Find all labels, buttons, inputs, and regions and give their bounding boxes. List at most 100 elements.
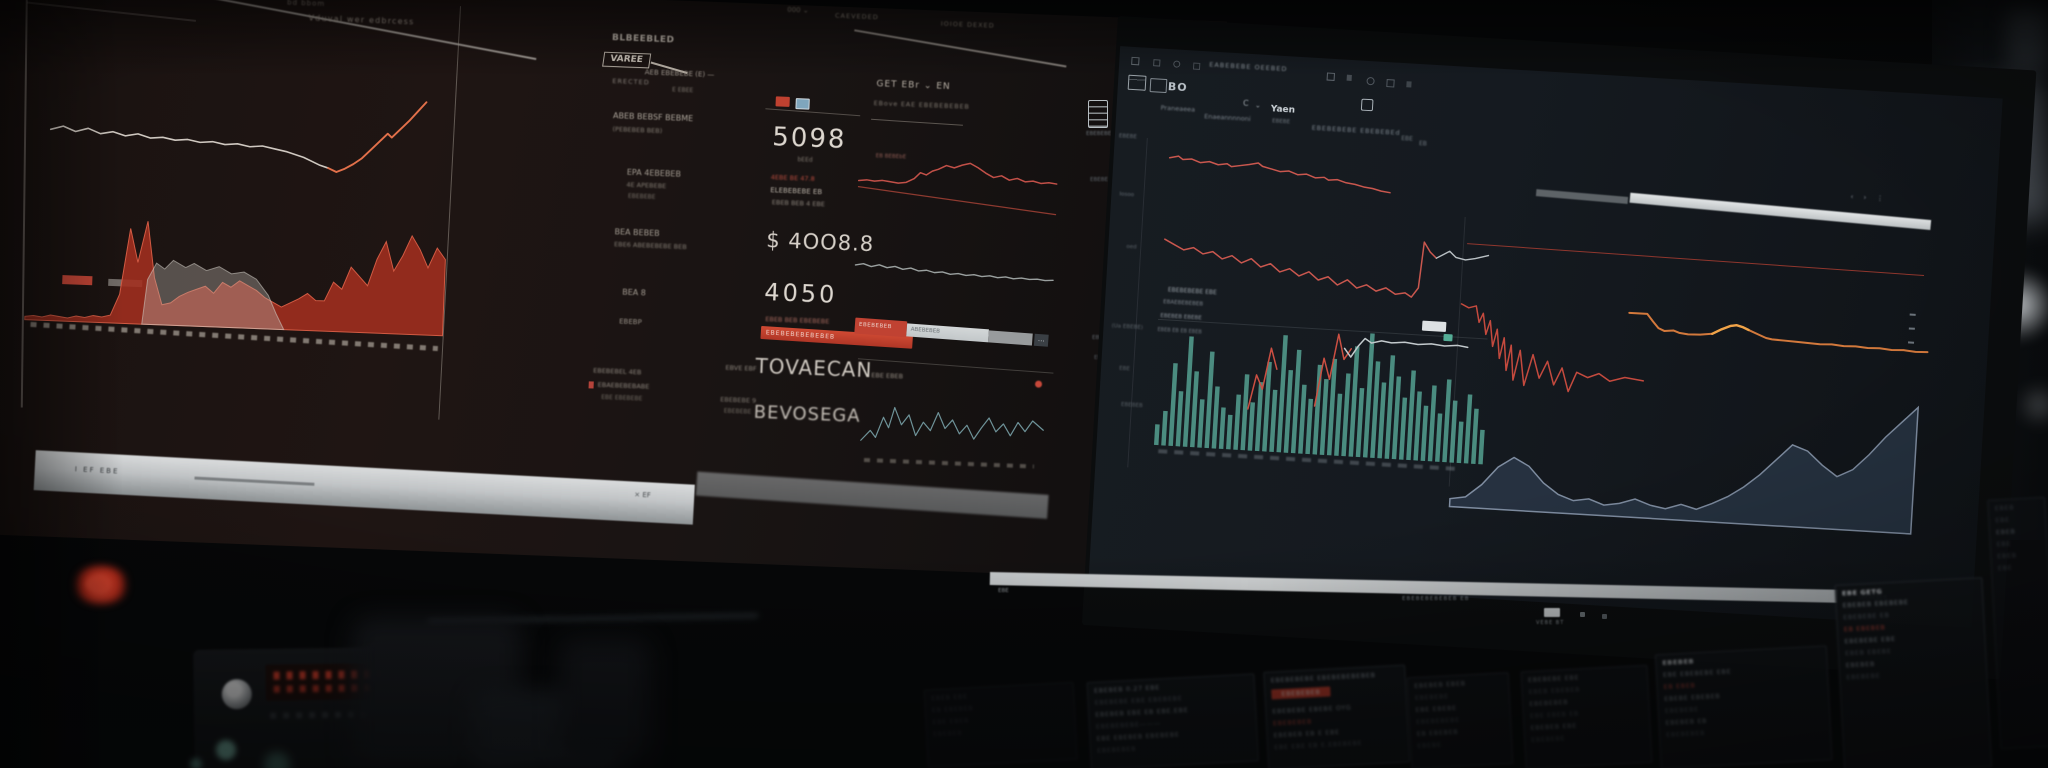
taskbar-left-text: I EF EBE: [74, 465, 120, 476]
ticker-row: EBEBEBEBE EBEBEBEBEBEB: [1270, 671, 1376, 685]
ticker-row: EBEB: [1994, 503, 2015, 513]
ticker-row: EBEBEBE: [1414, 692, 1449, 703]
red-banner-label: EBEBEBEBEBEBEB: [765, 329, 836, 341]
stat-big-3: 4050: [763, 278, 838, 309]
ticker-row: EBEBEBE EBE: [1527, 673, 1580, 685]
taskbar-dark-mark: [194, 476, 315, 486]
ticker-row: EBE EBEB EB: [1529, 709, 1580, 721]
toolbar-icon[interactable]: [1326, 72, 1336, 81]
heart-icon: [588, 381, 594, 389]
sidebar-badge-sub: ERECTED: [612, 77, 650, 87]
ticker-row: EBE: [1996, 539, 2012, 549]
sidebar-footer-r1: EBVE EBF: [725, 363, 757, 373]
stats-top-2: CAEVEDED: [834, 11, 879, 22]
ticker-panel: EBEB EBE EBEB EBE EBEB EBE: [1987, 496, 2048, 750]
ticker-row: EBEB: [1995, 527, 2016, 537]
teal-bokeh-icon: [190, 758, 202, 768]
more-options-button[interactable]: …: [1033, 333, 1049, 347]
search-button-label: EBEBEBEB: [858, 321, 893, 331]
sidebar-footer-1: EBEBEBEL 4EB: [593, 366, 642, 377]
side-label: EBEBE: [1118, 133, 1137, 141]
ticker-row: EBE: [1997, 563, 2013, 573]
search-button[interactable]: EBEBEBEB: [854, 317, 908, 338]
ticker-row: EBE EBEBE: [1415, 703, 1457, 715]
left-main-line-chart: [31, 80, 451, 218]
window-icon[interactable]: [1149, 78, 1168, 94]
gap-label: EBEBE: [1090, 177, 1108, 183]
list-item-sub: EBEBEBE: [627, 192, 656, 201]
sidebar-footer-2: EBAEBEBEBABE: [597, 380, 650, 391]
stats-top-3: IOIOE DEXED: [940, 19, 995, 30]
list-item[interactable]: BEA BEBEB: [614, 227, 660, 238]
ellipsis-icon: …: [1037, 334, 1046, 344]
ticker-panel: EBEBEBEBE EBEBEBEBEBEB EBEBEBEB EBEBEBE EB…: [1263, 664, 1411, 768]
list-item[interactable]: EBEBP: [618, 317, 642, 327]
menu-label-1[interactable]: Praneaeea: [1160, 103, 1196, 114]
sidebar-footer-r2: EBEBEBE 9: [720, 395, 757, 405]
toolbar-icon-active[interactable]: [1360, 98, 1374, 112]
ticker-panel: EBEB EBE EB EBEBEB EBE EBEB EBEBEB: [923, 681, 1078, 768]
ticker-row: EBEBE: [1417, 740, 1442, 750]
ticker-panel: EBEBEBE EBE EBEB EBEBEB EBEBEBEB EBE EBEB E…: [1520, 664, 1653, 768]
toolbar-icon[interactable]: [1406, 81, 1412, 88]
search-input-text: ABEBEBEB: [910, 326, 941, 335]
toolbar-icon[interactable]: [1153, 59, 1161, 67]
sidebar-badge[interactable]: VAREE: [602, 51, 651, 69]
window-icon[interactable]: [1127, 74, 1147, 91]
ticker-panel: EBE GETG EBEBEB EBEBEBE EBEBEBE EB EB EBEBE…: [1834, 577, 1993, 768]
ticker-row: EBEBEBE: [1846, 671, 1881, 682]
subpanel-header: EBE EBEB: [871, 371, 904, 381]
refresh-icon[interactable]: C: [1242, 98, 1249, 108]
ticker-row: EBEB EBEBEB: [1528, 685, 1581, 697]
taskbar-right-text: × EF: [634, 490, 651, 500]
document-icon[interactable]: [1088, 100, 1108, 128]
tab-sub-label: EBEBE: [1271, 118, 1291, 126]
ticker-row: EBEBEBEB: [1529, 698, 1569, 709]
panel-d-red-chart: [857, 132, 1059, 242]
sidebar-row1-sub: E EBEE: [671, 86, 694, 95]
stat-white-2: EBEB BEB 4 EBE: [771, 198, 826, 209]
search-input-dim: [987, 330, 1033, 346]
axis-tick: [1908, 341, 1915, 344]
chevron-down-icon[interactable]: ⌄: [1254, 101, 1262, 110]
search-input[interactable]: ABEBEBEB: [906, 323, 989, 343]
volume-knob[interactable]: [221, 679, 253, 710]
sidebar-footer-r3: EBEBEBE: [723, 407, 752, 416]
toolbar-icon[interactable]: [1386, 79, 1395, 88]
power-led-core-icon: [86, 576, 110, 592]
toolbar-icon[interactable]: [1192, 62, 1201, 70]
side-label: oed: [1126, 243, 1137, 251]
ticker-row: EBEBEBEB: [1271, 686, 1331, 700]
side-label: Iosoo: [1119, 191, 1135, 199]
toolbar-icon[interactable]: [1131, 56, 1140, 66]
price-tag-teal: [1443, 333, 1453, 342]
ticker-row: EBEBEB: [932, 728, 963, 739]
stat-big-1-sub: bEEd: [797, 156, 813, 164]
list-item-sub: 4E APEBEBE: [626, 180, 667, 191]
red-square-icon[interactable]: [775, 96, 790, 107]
axis-tick: [1908, 327, 1915, 330]
axis-tick: [1909, 313, 1916, 316]
stat-big-5: BEVOSEGA: [753, 401, 862, 427]
ticker-row: EBE EBE EB E.EBEBEBE: [1274, 738, 1363, 752]
stat-big-1: 5098: [771, 122, 848, 156]
ticker-panel: EBEBEB EBEB EBEBEBE EBE EBEBE EBEBEBEBE EB E…: [1406, 672, 1514, 768]
ticker-row: EBEBEBEBE: [1415, 715, 1461, 727]
toolbar-note-3: EB: [1418, 140, 1428, 148]
panel-d-line-label: EB BEBEbE: [875, 153, 907, 161]
stats-top-1: 000 ⌄: [787, 5, 809, 15]
subpanel-spark-chart: [860, 386, 1044, 461]
tab-active[interactable]: Yaen: [1270, 104, 1296, 116]
toolbar-icon[interactable]: [1346, 74, 1352, 81]
teal-bokeh-icon: [216, 740, 236, 760]
ticker-panel: EBEBEB 0.27 EBE EBEBEBE EBE EBEBEBE EBEBEB…: [1086, 673, 1259, 768]
toolbar-note-2: EBE: [1401, 135, 1414, 143]
list-item-sub: (PEBEBEB BEB): [612, 125, 663, 135]
ticker-panel: EBEBEB EBE EBEBEBE EBE EB EBEB EBEBE EBEBEB…: [1654, 645, 1833, 768]
list-item[interactable]: BEA 8: [622, 287, 647, 298]
ticker-row: EBEBEB EBEB: [1413, 679, 1466, 691]
blue-square-icon[interactable]: [795, 98, 810, 110]
panel-d-gray-chart: [854, 242, 1054, 302]
price-tag-white: [1421, 320, 1447, 332]
